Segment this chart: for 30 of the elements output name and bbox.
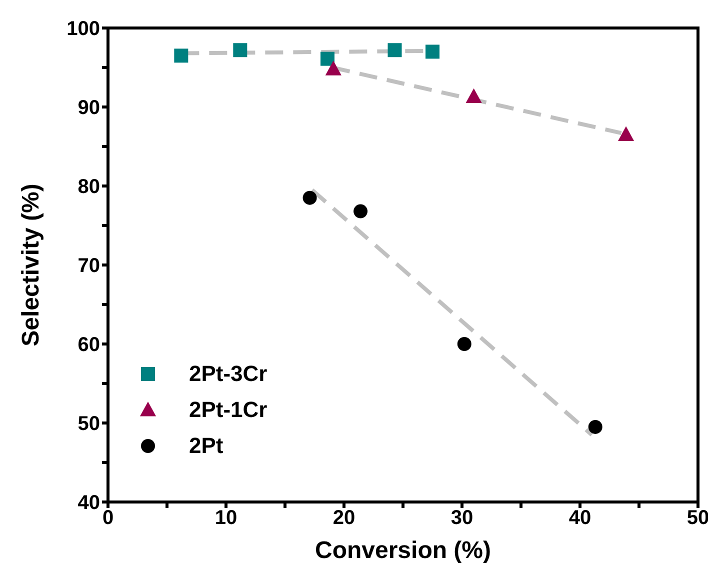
point bbox=[466, 88, 482, 104]
legend-label: 2Pt-3Cr bbox=[189, 361, 268, 387]
point bbox=[320, 52, 334, 66]
y-tick-label: 40 bbox=[78, 492, 100, 514]
point bbox=[302, 190, 317, 205]
point bbox=[354, 204, 368, 218]
x-tick-label: 20 bbox=[332, 507, 356, 530]
point bbox=[325, 60, 342, 76]
point bbox=[457, 337, 472, 351]
x-tick-label: 40 bbox=[568, 507, 592, 530]
x-tick-label: 30 bbox=[450, 507, 474, 530]
legend-label: 2Pt-1Cr bbox=[189, 397, 268, 423]
y-tick-label: 50 bbox=[78, 413, 100, 436]
point bbox=[174, 48, 188, 63]
y-tick-label: 100 bbox=[66, 18, 100, 40]
y-axis-title: Selectivity (%) bbox=[18, 184, 45, 346]
y-tick-label: 90 bbox=[78, 97, 100, 120]
y-tick-label: 60 bbox=[78, 334, 100, 356]
x-tick-label: 0 bbox=[102, 507, 114, 530]
point bbox=[588, 420, 602, 434]
y-tick-label: 70 bbox=[78, 255, 100, 278]
legend-label: 2Pt bbox=[189, 433, 224, 459]
point bbox=[388, 43, 402, 58]
x-tick-label: 10 bbox=[214, 507, 238, 530]
point bbox=[618, 126, 634, 141]
point bbox=[233, 43, 248, 58]
x-axis-title: Conversion (%) bbox=[314, 537, 492, 564]
y-tick-label: 80 bbox=[78, 176, 100, 198]
x-tick-label: 50 bbox=[686, 507, 710, 530]
point bbox=[426, 44, 440, 59]
